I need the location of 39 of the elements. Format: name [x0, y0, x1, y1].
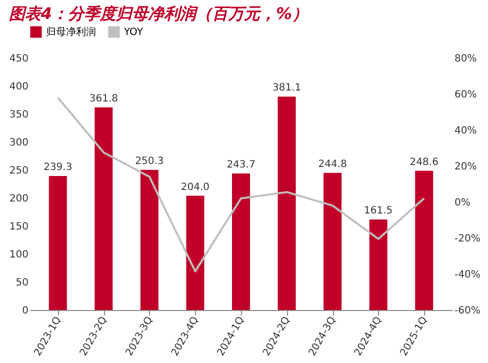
bar — [232, 174, 250, 310]
data-label: 243.7 — [226, 160, 256, 171]
data-label: 361.8 — [89, 93, 118, 104]
y2-tick-label: 80% — [454, 54, 477, 64]
y-tick-label: 100 — [9, 250, 28, 260]
data-label: 239.3 — [44, 162, 72, 173]
bar — [369, 220, 388, 310]
y-tick-label: 400 — [9, 82, 28, 92]
y-tick-label: 200 — [9, 194, 28, 204]
y2-tick-label: 60% — [454, 90, 477, 100]
y-tick-label: 300 — [9, 138, 28, 148]
data-label: 204.0 — [180, 182, 210, 193]
y-tick-label: 350 — [9, 110, 28, 120]
y2-tick-label: -20% — [454, 234, 480, 244]
y2-tick-label: 20% — [454, 162, 477, 172]
bar — [278, 96, 296, 310]
y2-tick-label: 40% — [454, 126, 477, 136]
bar — [48, 176, 67, 310]
data-label: 250.3 — [135, 156, 164, 167]
legend-label: YOY — [123, 27, 144, 38]
y-tick-label: 150 — [9, 222, 28, 232]
y-tick-label: 250 — [9, 166, 28, 176]
y-tick-label: 50 — [16, 278, 28, 288]
y-tick-label: 450 — [9, 54, 28, 64]
bar — [415, 170, 434, 310]
bar — [140, 170, 158, 310]
data-label: 161.5 — [364, 206, 393, 217]
data-label: 244.8 — [318, 158, 347, 170]
bar — [324, 172, 342, 310]
bar — [186, 196, 204, 310]
y2-tick-label: -40% — [454, 270, 480, 280]
y2-tick-label: -60% — [454, 306, 480, 316]
data-label: 381.1 — [272, 82, 302, 94]
legend-label: 归母净利润 — [46, 26, 96, 38]
data-label: 248.6 — [410, 156, 438, 168]
chart-title: 图表4：分季度归母净利润（百万元，%） — [8, 4, 308, 23]
bar — [94, 107, 113, 310]
y-tick-label: 0 — [22, 306, 28, 316]
y2-tick-label: 0% — [454, 198, 470, 208]
